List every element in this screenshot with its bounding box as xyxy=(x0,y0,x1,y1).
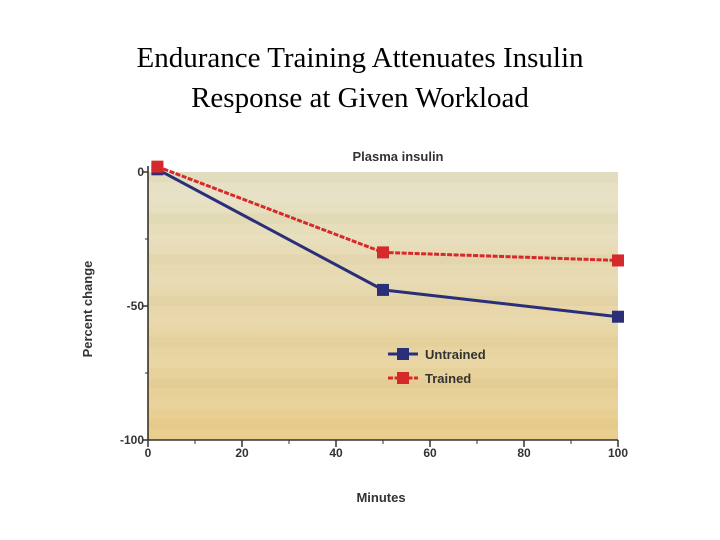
y-tick-label: -100 xyxy=(120,433,144,447)
x-tick-label: 40 xyxy=(329,446,343,460)
data-point-trained xyxy=(377,246,389,259)
plot-area xyxy=(148,172,618,440)
legend-label-trained: Trained xyxy=(425,371,471,386)
x-tick-label: 0 xyxy=(145,446,152,460)
slide-title: Endurance Training Attenuates Insulin Re… xyxy=(136,42,584,114)
y-axis-label: Percent change xyxy=(80,261,95,358)
data-point-untrained xyxy=(612,310,624,323)
x-tick-label: 20 xyxy=(235,446,249,460)
y-tick-label: -50 xyxy=(127,299,145,313)
series-layer xyxy=(151,160,624,323)
legend: Untrained Trained xyxy=(388,347,486,386)
chart-title: Plasma insulin xyxy=(352,149,443,164)
axes: 0 20 40 60 80 100 0 -50 -100 xyxy=(120,165,628,460)
legend-label-untrained: Untrained xyxy=(425,347,486,362)
plot-background-stripes xyxy=(148,172,618,430)
x-axis-label: Minutes xyxy=(356,490,405,505)
data-point-untrained xyxy=(377,283,389,296)
x-tick-label: 60 xyxy=(423,446,437,460)
legend-marker-untrained xyxy=(397,348,409,360)
legend-marker-trained xyxy=(397,372,409,384)
x-tick-label: 100 xyxy=(608,446,628,460)
data-point-trained xyxy=(612,254,624,267)
y-tick-label: 0 xyxy=(137,165,144,179)
data-point-trained xyxy=(151,160,164,173)
x-tick-label: 80 xyxy=(517,446,531,460)
